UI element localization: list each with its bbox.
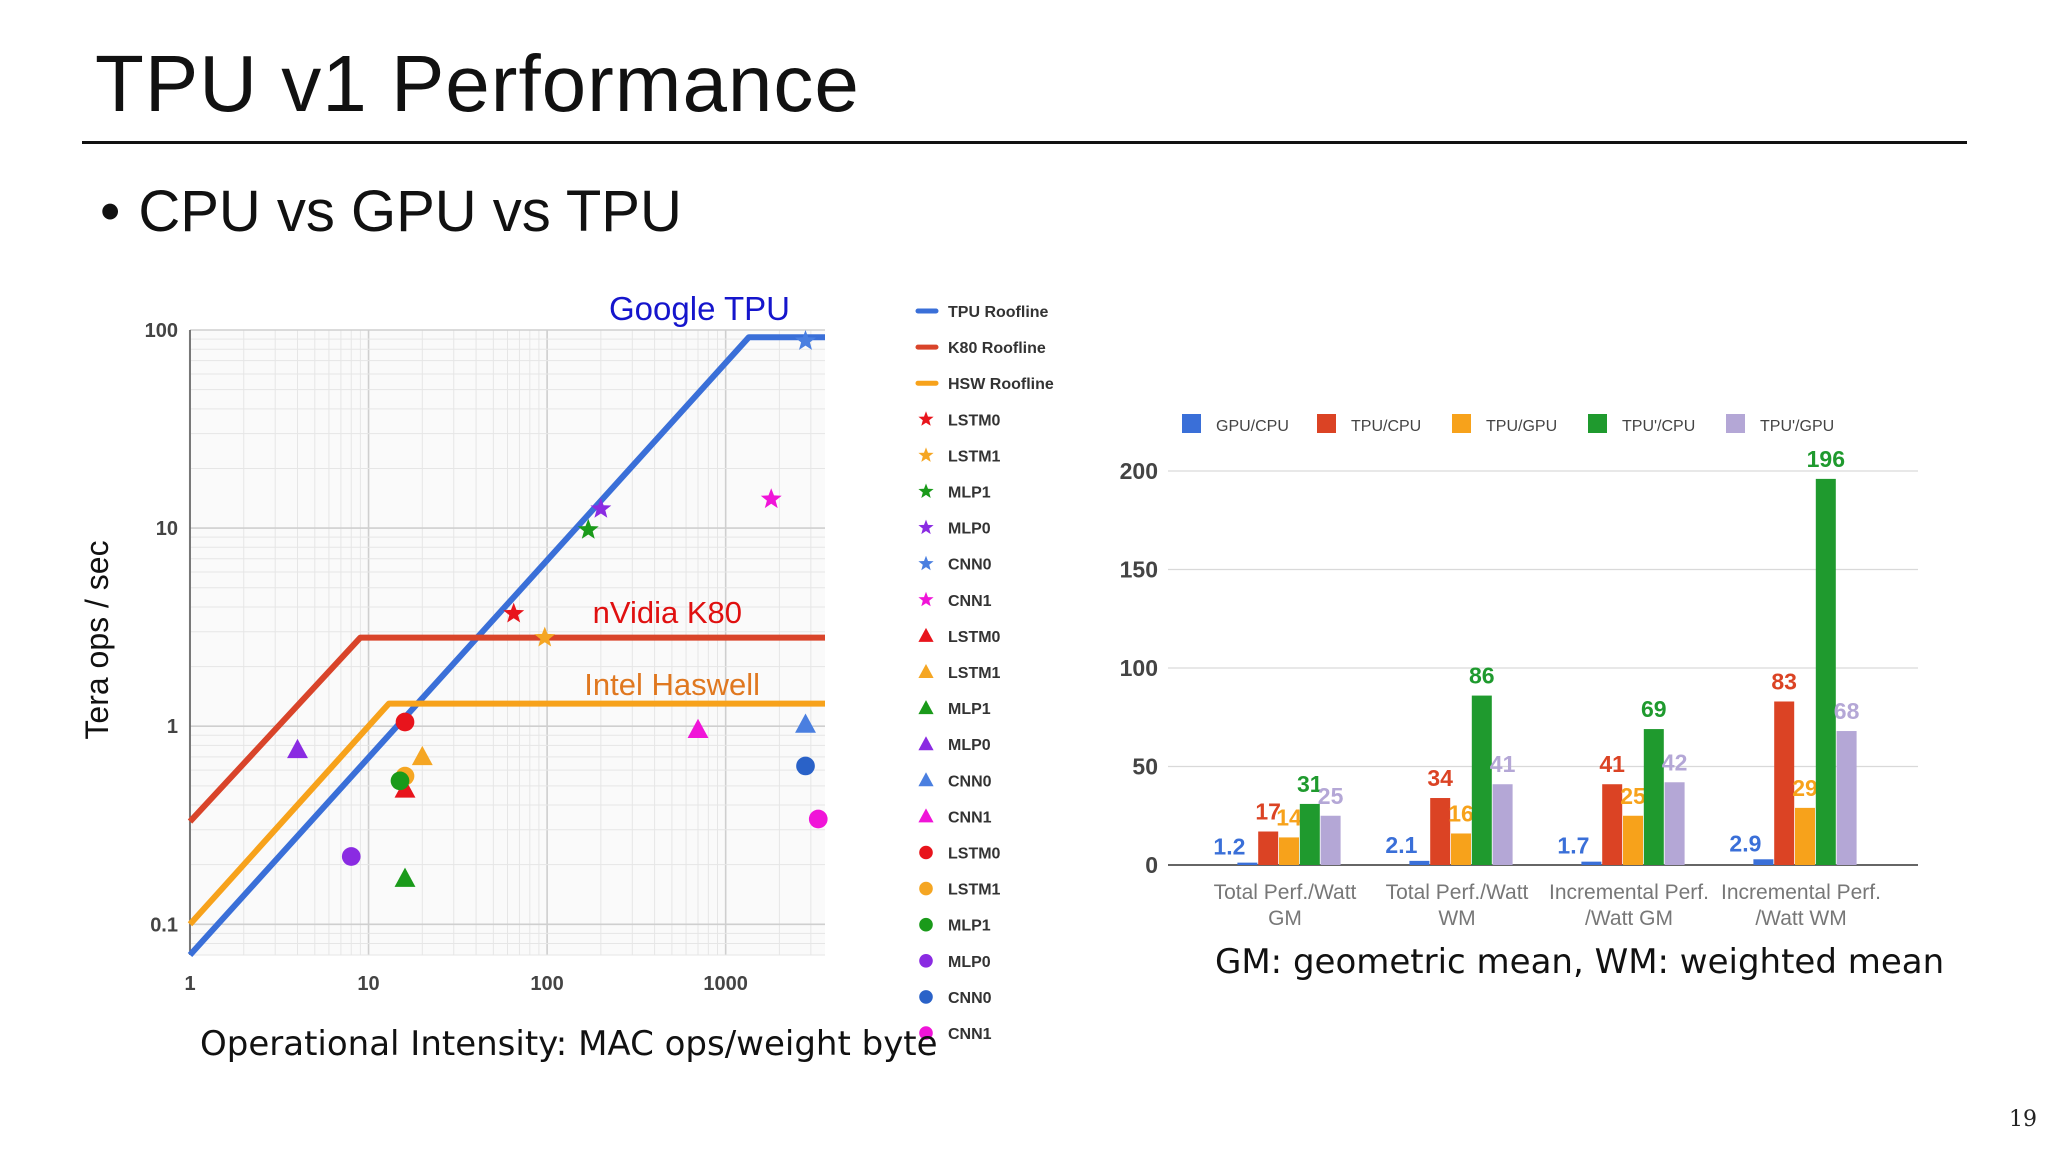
point-circle-mlp1 — [390, 771, 410, 791]
legend-marker-circle-cnn0 — [919, 990, 933, 1004]
point-triangle-lstm1 — [411, 745, 433, 766]
slide-title: TPU v1 Performance — [95, 39, 860, 128]
legend-label-triangle-mlp0: MLP0 — [948, 737, 991, 754]
legend-label-star-mlp0: MLP0 — [948, 521, 991, 538]
legend-label-triangle-lstm0: LSTM0 — [948, 629, 1001, 646]
legend-label-circle-cnn0: CNN0 — [948, 990, 992, 1007]
legend-marker-circle-mlp1 — [919, 917, 933, 932]
legend-label-star-lstm0: LSTM0 — [948, 412, 1001, 429]
y-tick-label: 10 — [156, 518, 178, 540]
y-tick-label: 100 — [145, 320, 178, 342]
legend-marker-star-cnn0 — [918, 555, 934, 571]
legend-marker-star-mlp0 — [918, 519, 934, 535]
legend-label-triangle-lstm1: LSTM1 — [948, 665, 1001, 682]
bullet-point: • CPU vs GPU vs TPU — [100, 178, 682, 245]
legend-label-tpu-roofline: TPU Roofline — [948, 304, 1049, 321]
legend-label-circle-mlp0: MLP0 — [948, 954, 991, 971]
x-tick-label: 1 — [184, 973, 195, 995]
legend-marker-circle-lstm1 — [919, 881, 933, 896]
legend-marker-triangle-lstm0 — [918, 627, 934, 642]
point-triangle-mlp0 — [287, 738, 308, 759]
point-star-lstm0 — [503, 602, 525, 623]
legend-marker-circle-lstm0 — [919, 845, 933, 860]
gm-wm-note: GM: geometric mean, WM: weighted mean — [1215, 942, 1945, 982]
roofline-legend: TPU Roofline K80 Roofline HSW Roofline LSTM… — [915, 304, 1054, 1043]
legend-marker-triangle-mlp1 — [918, 700, 934, 715]
k80-roofline-line — [187, 634, 825, 824]
x-tick-label: 1000 — [703, 973, 748, 995]
plot-background — [188, 330, 825, 955]
bullet-text: CPU vs GPU vs TPU — [138, 179, 682, 244]
legend-label-circle-mlp1: MLP1 — [948, 918, 991, 935]
point-triangle-cnn0 — [795, 713, 816, 733]
point-star-lstm1 — [534, 626, 556, 647]
y-tick-label: 1 — [167, 716, 178, 738]
legend-marker-triangle-mlp0 — [918, 736, 934, 751]
legend-label-star-cnn1: CNN1 — [948, 593, 992, 610]
bullet-dot: • — [100, 179, 121, 244]
x-tick-label: 10 — [357, 973, 379, 995]
legend-label-circle-cnn1: CNN1 — [948, 1026, 992, 1043]
point-triangle-cnn1 — [687, 718, 709, 738]
point-circle-cnn0 — [796, 756, 815, 776]
annotation-intel-haswell: Intel Haswell — [584, 667, 760, 702]
legend-label-star-mlp1: MLP1 — [948, 485, 991, 502]
legend-marker-star-cnn1 — [918, 591, 934, 607]
legend-label-star-lstm1: LSTM1 — [948, 448, 1001, 465]
roofline-x-caption: Operational Intensity: MAC ops/weight by… — [200, 1024, 938, 1064]
legend-label-k80-roofline: K80 Roofline — [948, 340, 1046, 357]
legend-marker-triangle-lstm1 — [918, 664, 934, 678]
legend-label-circle-lstm1: LSTM1 — [948, 882, 1001, 899]
point-circle-mlp0 — [341, 847, 361, 866]
legend-marker-star-lstm0 — [918, 411, 934, 426]
legend-marker-triangle-cnn1 — [918, 808, 934, 823]
point-circle-cnn1 — [808, 809, 828, 829]
y-tick-label: 0.1 — [150, 914, 178, 936]
legend-label-triangle-cnn1: CNN1 — [948, 809, 992, 826]
legend-marker-triangle-cnn0 — [918, 772, 934, 787]
point-star-cnn1 — [760, 488, 782, 509]
legend-marker-star-mlp1 — [918, 483, 934, 498]
annotation-google-tpu: Google TPU — [609, 290, 790, 327]
legend-label-star-cnn0: CNN0 — [948, 557, 992, 574]
legend-label-triangle-mlp1: MLP1 — [948, 701, 991, 718]
point-star-mlp1 — [577, 518, 599, 539]
point-circle-lstm0 — [395, 712, 415, 732]
point-star-cnn0 — [795, 330, 816, 350]
annotation-nvidia-k80: nVidia K80 — [593, 595, 742, 630]
legend-marker-circle-mlp0 — [919, 954, 933, 968]
legend-marker-star-lstm1 — [918, 447, 934, 462]
page-number: 19 — [2009, 1107, 2037, 1132]
point-star-mlp0 — [590, 497, 612, 518]
x-tick-label: 100 — [530, 973, 563, 995]
legend-label-hsw-roofline: HSW Roofline — [948, 376, 1054, 393]
point-triangle-mlp1 — [394, 867, 416, 887]
legend-label-triangle-cnn0: CNN0 — [948, 773, 992, 790]
legend-label-circle-lstm0: LSTM0 — [948, 846, 1001, 863]
tpu-roofline-line — [187, 334, 825, 958]
y-axis-label: Tera ops / sec — [79, 540, 115, 739]
hsw-roofline-line — [187, 700, 825, 927]
title-rule — [82, 141, 1967, 144]
legend-marker-circle-cnn1 — [919, 1026, 933, 1040]
